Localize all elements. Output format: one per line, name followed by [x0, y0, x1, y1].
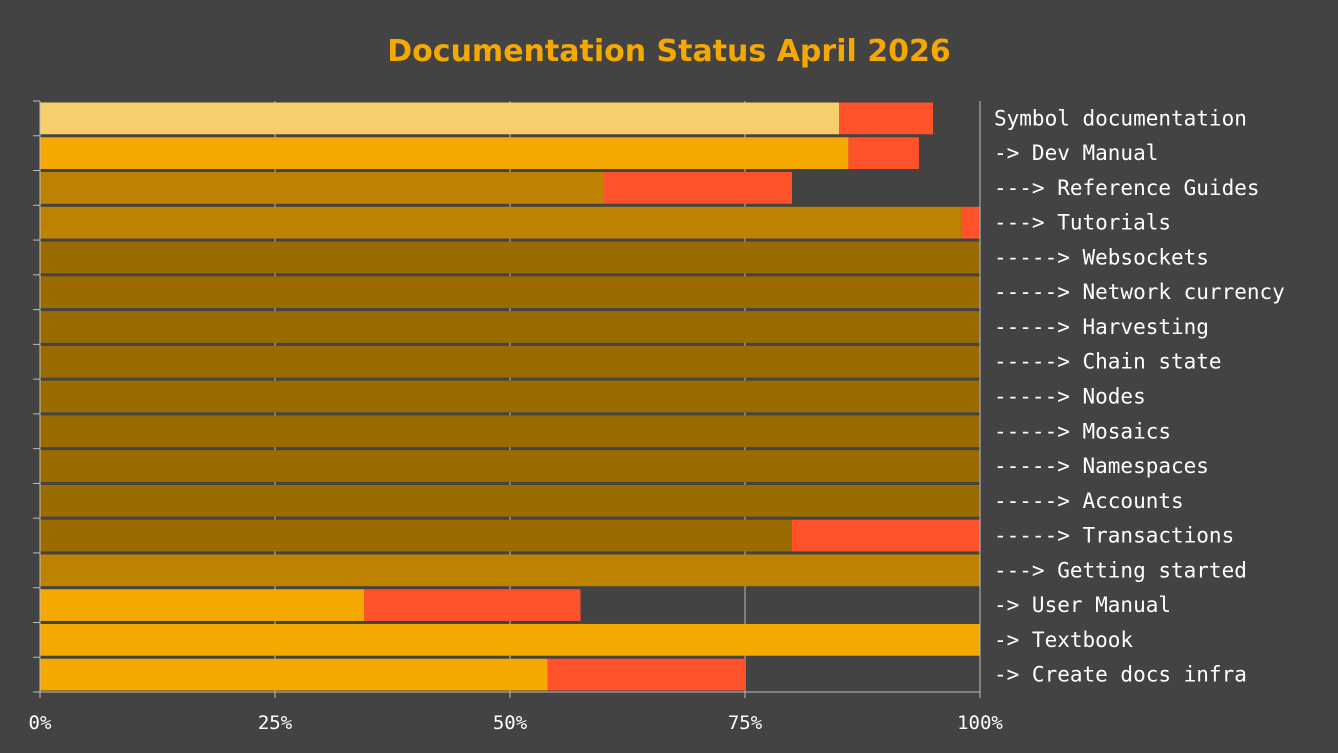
- bar-done-14: [40, 589, 365, 621]
- category-label-9: -----> Mosaics: [994, 419, 1171, 443]
- bar-remaining-0: [839, 102, 933, 135]
- bar-done-7: [40, 345, 980, 378]
- bar-remaining-14: [364, 589, 581, 621]
- x-tick-label-2: 50%: [493, 712, 528, 734]
- bar-done-3: [40, 206, 962, 239]
- category-label-2: ---> Reference Guides: [994, 176, 1260, 200]
- bar-done-10: [40, 450, 980, 482]
- x-tick-label-4: 100%: [957, 712, 1003, 734]
- bar-done-1: [40, 137, 849, 170]
- bar-remaining-2: [604, 172, 792, 204]
- bar-done-15: [40, 623, 980, 656]
- bar-done-0: [40, 102, 839, 135]
- x-tick-label-0: 0%: [29, 712, 52, 734]
- bar-done-2: [40, 172, 604, 204]
- category-label-11: -----> Accounts: [994, 489, 1184, 513]
- bar-done-13: [40, 554, 980, 587]
- category-label-6: -----> Harvesting: [994, 315, 1209, 339]
- bar-remaining-16: [547, 658, 745, 691]
- category-label-1: -> Dev Manual: [994, 141, 1158, 165]
- category-label-5: -----> Network currency: [994, 280, 1285, 304]
- category-label-14: -> User Manual: [994, 593, 1171, 617]
- x-tick-label-1: 25%: [258, 712, 293, 734]
- bar-remaining-12: [792, 519, 980, 552]
- category-label-7: -----> Chain state: [994, 350, 1222, 374]
- x-tick-label-3: 75%: [728, 712, 763, 734]
- category-label-12: -----> Transactions: [994, 524, 1234, 548]
- category-label-4: -----> Websockets: [994, 245, 1209, 269]
- category-label-3: ---> Tutorials: [994, 211, 1171, 235]
- bar-done-6: [40, 311, 980, 343]
- bar-done-12: [40, 519, 792, 552]
- bar-done-16: [40, 658, 548, 691]
- category-label-8: -----> Nodes: [994, 385, 1146, 409]
- category-label-13: ---> Getting started: [994, 558, 1247, 582]
- category-label-10: -----> Namespaces: [994, 454, 1209, 478]
- bar-done-5: [40, 276, 980, 309]
- bar-done-4: [40, 241, 980, 274]
- chart-title: Documentation Status April 2026: [387, 34, 951, 69]
- category-label-16: -> Create docs infra: [994, 663, 1247, 687]
- bar-done-8: [40, 380, 980, 413]
- bar-remaining-1: [848, 137, 919, 170]
- category-label-0: Symbol documentation: [994, 106, 1247, 130]
- category-label-15: -> Textbook: [994, 628, 1133, 652]
- bar-done-9: [40, 415, 980, 448]
- bar-remaining-3: [961, 206, 980, 239]
- bar-done-11: [40, 484, 980, 517]
